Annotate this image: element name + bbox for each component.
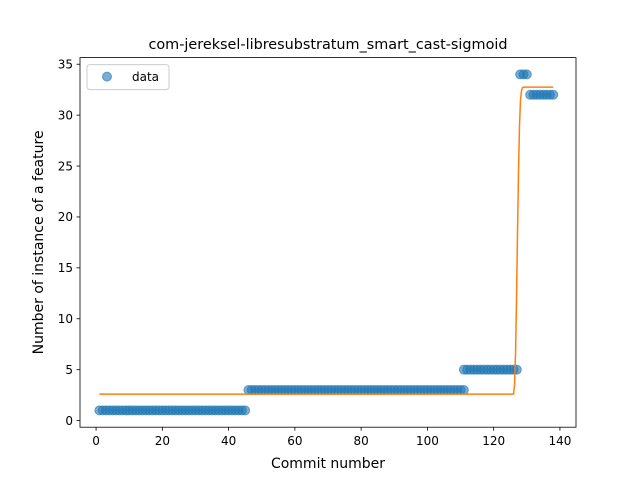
y-tick-label: 0: [65, 414, 73, 428]
data-point: [240, 405, 251, 416]
x-tick-label: 40: [221, 434, 236, 448]
x-axis-label: Commit number: [271, 456, 385, 472]
x-tick-label: 80: [353, 434, 368, 448]
y-tick-label: 30: [58, 108, 73, 122]
y-axis-label: Number of instance of a feature: [31, 130, 47, 354]
y-tick-label: 5: [65, 363, 73, 377]
legend: data: [86, 64, 170, 91]
y-tick-label: 15: [58, 261, 73, 275]
y-tick-label: 20: [58, 210, 73, 224]
y-axis-ticks: 0 5 10 15 20 25 30 35: [58, 58, 80, 428]
fit-line: [99, 86, 554, 395]
x-axis-ticks: 0 20 40 60 80 100 120 140: [92, 427, 571, 448]
plot-content: [94, 69, 559, 416]
legend-box: [86, 64, 170, 91]
x-tick-label: 60: [287, 434, 302, 448]
x-tick-label: 0: [92, 434, 100, 448]
x-tick-label: 20: [155, 434, 170, 448]
data-point: [521, 69, 532, 80]
x-tick-label: 140: [548, 434, 571, 448]
x-tick-label: 120: [482, 434, 505, 448]
legend-marker-data: [102, 71, 112, 82]
data-point: [548, 89, 559, 100]
plot-frame: [79, 57, 577, 428]
legend-label-data: data: [132, 70, 159, 84]
chart-title: com-jereksel-libresubstratum_smart_cast-…: [148, 37, 507, 53]
data-point: [458, 385, 469, 396]
x-tick-label: 100: [416, 434, 439, 448]
y-tick-label: 10: [58, 312, 73, 326]
y-tick-label: 25: [58, 159, 73, 173]
data-point: [511, 364, 522, 375]
y-tick-label: 35: [58, 58, 73, 72]
